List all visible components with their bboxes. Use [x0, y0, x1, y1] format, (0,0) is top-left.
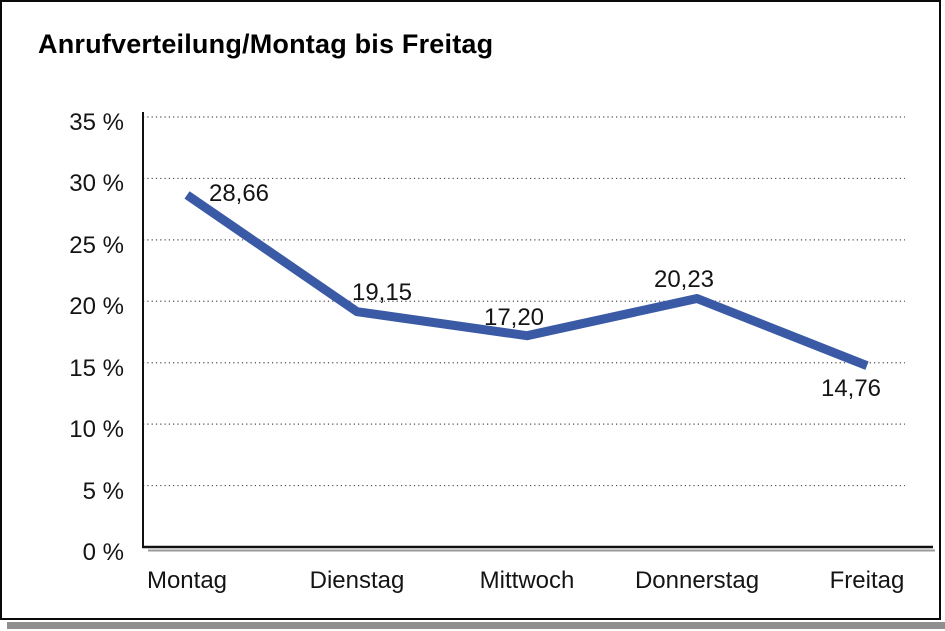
x-category-label-dienstag: Dienstag: [309, 567, 405, 594]
y-tick-label: 20 %: [69, 293, 124, 321]
data-point-label-donnerstag: 20,23: [653, 266, 715, 294]
y-tick-label: 0 %: [82, 539, 124, 566]
y-tick-label: 5 %: [82, 477, 124, 505]
data-point-label-dienstag: 19,15: [351, 278, 413, 306]
y-tick-label: 10 %: [69, 416, 124, 444]
y-tick-label: 30 %: [69, 170, 124, 198]
x-category-label-freitag: Freitag: [829, 567, 905, 594]
series-line: [184, 191, 869, 370]
y-tick-label: 35 %: [69, 109, 124, 136]
data-point-label-freitag: 14,76: [820, 374, 882, 402]
x-category-label-donnerstag: Donnerstag: [634, 567, 760, 594]
chart-frame: [0, 0, 941, 620]
frame-bottom-shadow: [7, 622, 945, 629]
y-tick-label: 25 %: [69, 231, 124, 259]
x-category-label-montag: Montag: [146, 567, 228, 594]
y-tick-label: 15 %: [69, 354, 124, 382]
x-category-label-mittwoch: Mittwoch: [479, 567, 575, 594]
chart-title: Anrufverteilung/Montag bis Freitag: [38, 29, 494, 59]
data-point-label-mittwoch: 17,20: [483, 303, 545, 331]
data-point-label-montag: 28,66: [208, 179, 270, 207]
